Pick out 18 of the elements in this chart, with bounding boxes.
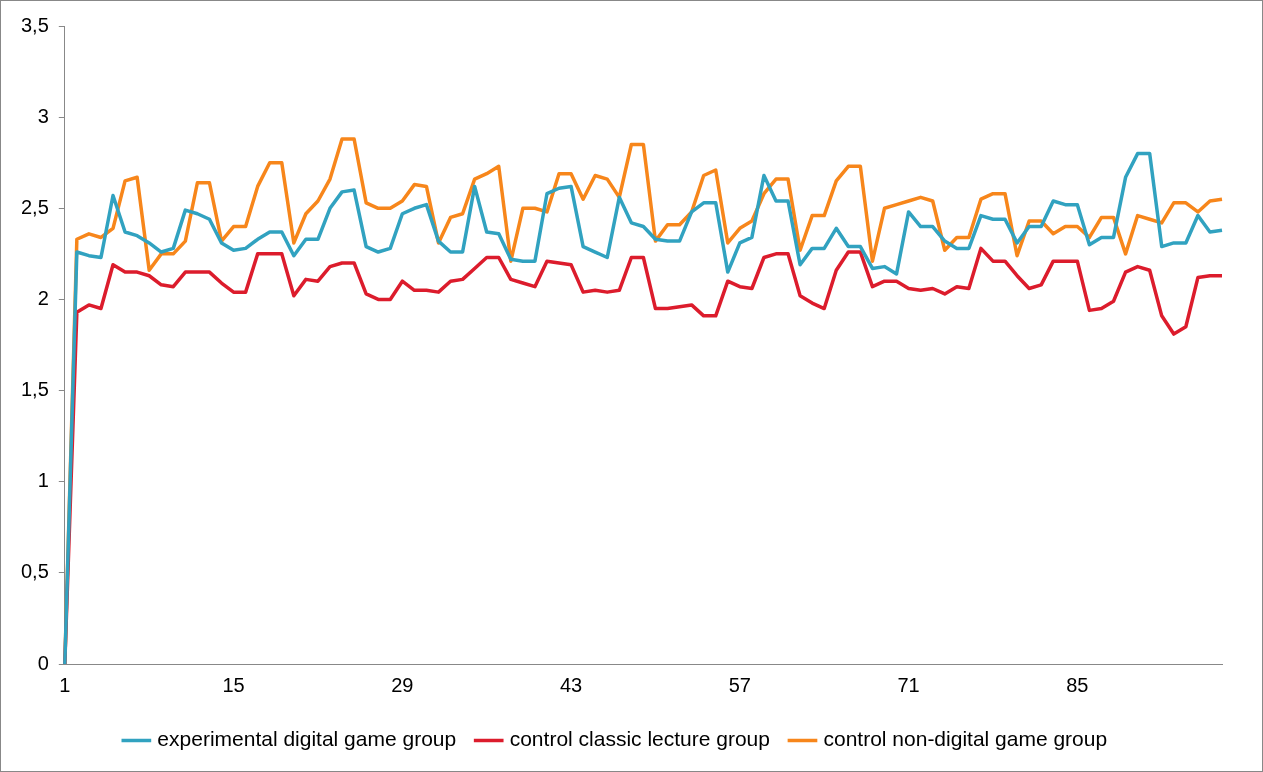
y-tick-label: 3 [37,104,49,127]
x-tick-label: 43 [559,673,583,696]
y-tick-label: 3,5 [20,13,49,36]
x-tick-label: 1 [59,673,71,696]
legend-label: control non-digital game group [823,727,1108,751]
x-tick-label: 29 [391,673,414,696]
y-tick-label: 2,5 [20,195,49,218]
y-tick-label: 2 [37,286,49,309]
y-tick-label: 1 [37,469,49,492]
legend-label: control classic lecture group [509,727,770,751]
y-tick-label: 0 [37,651,49,674]
x-tick-label: 57 [728,673,751,696]
x-tick-label: 71 [897,673,920,696]
x-tick-label: 85 [1066,673,1089,696]
y-tick-label: 1,5 [20,378,49,401]
legend-label: experimental digital game group [157,727,457,751]
x-tick-label: 15 [222,673,245,696]
y-tick-label: 0,5 [20,560,49,583]
